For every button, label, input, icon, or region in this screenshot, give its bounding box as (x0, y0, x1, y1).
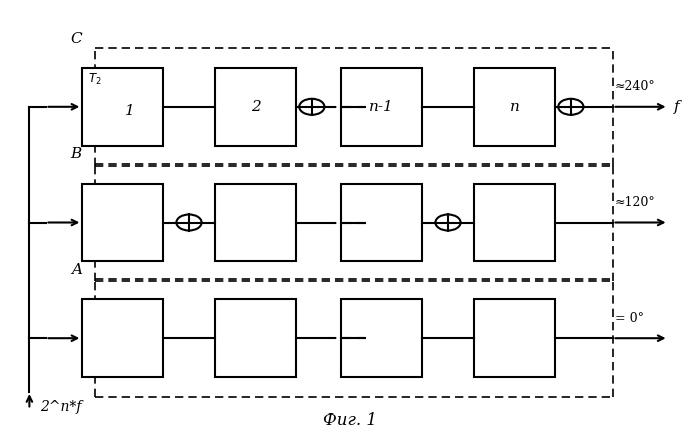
Bar (342, 68, 421, 146)
Bar (216, 183, 295, 261)
Text: 1: 1 (125, 104, 134, 118)
Circle shape (300, 99, 325, 115)
Bar (342, 183, 421, 261)
Bar (83, 68, 162, 146)
Circle shape (176, 214, 202, 231)
Text: n: n (510, 100, 519, 114)
Bar (216, 68, 295, 146)
Text: = 0°: = 0° (615, 312, 643, 325)
Text: C: C (70, 32, 82, 45)
Bar (216, 299, 295, 377)
Text: ≈240°: ≈240° (615, 81, 655, 93)
Text: Фиг. 1: Фиг. 1 (323, 413, 377, 429)
Bar (83, 299, 162, 377)
Text: n-1: n-1 (369, 100, 394, 114)
Text: B: B (71, 147, 82, 161)
Text: 2^n*f: 2^n*f (40, 400, 81, 414)
Bar (83, 183, 162, 261)
Text: f: f (674, 100, 680, 114)
Circle shape (559, 99, 584, 115)
Text: 2: 2 (251, 100, 260, 114)
Text: ≈120°: ≈120° (615, 196, 655, 209)
Bar (475, 68, 554, 146)
Text: A: A (71, 263, 82, 277)
Bar (475, 183, 554, 261)
Bar (475, 299, 554, 377)
Text: $T_2$: $T_2$ (88, 71, 102, 86)
Bar (342, 299, 421, 377)
Circle shape (435, 214, 461, 231)
